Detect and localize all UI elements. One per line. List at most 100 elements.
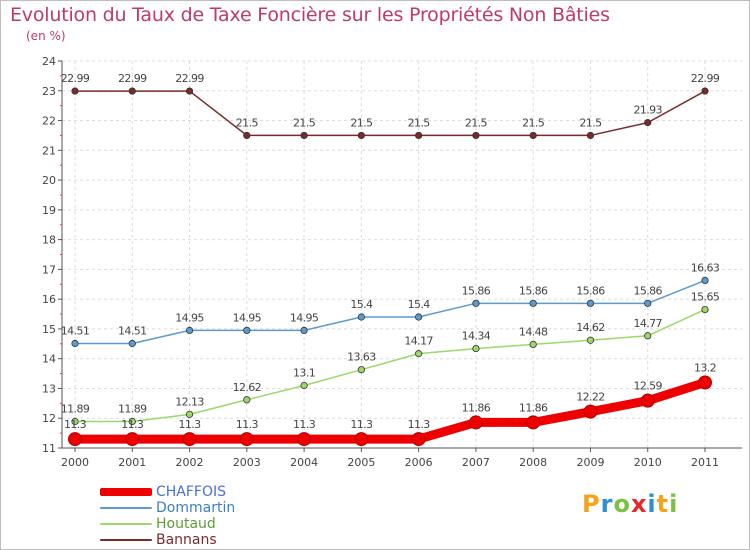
- data-point: [357, 366, 365, 374]
- data-point: [354, 432, 369, 447]
- data-label: 16.63: [691, 261, 720, 274]
- data-point: [415, 350, 423, 358]
- data-label: 11.86: [519, 401, 548, 414]
- data-label: 14.51: [61, 325, 90, 338]
- data-label: 13.63: [347, 351, 376, 364]
- data-point: [529, 299, 537, 307]
- data-label: 12.13: [175, 395, 204, 408]
- data-label: 11.3: [350, 418, 373, 431]
- data-point: [357, 131, 365, 140]
- y-tick-label: 12: [42, 412, 56, 425]
- data-label: 14.51: [118, 325, 147, 338]
- data-label: 11.3: [121, 418, 144, 431]
- data-point: [128, 417, 136, 426]
- data-label: 14.48: [519, 325, 548, 338]
- data-point: [125, 432, 140, 447]
- data-label: 13.2: [694, 362, 716, 375]
- logo-letter: i: [647, 490, 657, 518]
- chart-legend: CHAFFOIS Dommartin Houtaud Bannans: [100, 484, 235, 548]
- x-tick-label: 2006: [405, 456, 433, 469]
- data-point: [243, 326, 251, 335]
- data-label: 21.5: [408, 116, 431, 129]
- data-point: [586, 336, 595, 344]
- data-label: 21.5: [579, 116, 602, 129]
- data-point: [128, 87, 136, 95]
- data-label: 15.86: [633, 284, 662, 297]
- data-point: [411, 432, 426, 447]
- legend-swatch: [100, 507, 152, 509]
- x-tick-label: 2007: [462, 456, 490, 469]
- data-label: 11.3: [64, 418, 87, 431]
- legend-item-chaffois: CHAFFOIS: [100, 484, 235, 500]
- series-line: [70, 378, 710, 444]
- data-point: [529, 131, 537, 140]
- data-point: [640, 393, 655, 408]
- data-label: 14.77: [633, 317, 662, 330]
- data-label: 22.99: [691, 72, 720, 85]
- proxiti-logo: Proxiti: [582, 490, 678, 518]
- data-label: 22.99: [175, 72, 204, 85]
- series-dommartin: 14.51 14.51 14.95 14.95 14.95 15.4 15.4 15.86 15…: [61, 261, 720, 348]
- data-label: 15.86: [462, 284, 491, 297]
- chart-title: Evolution du Taux de Taxe Foncière sur l…: [10, 4, 610, 26]
- data-point: [644, 332, 652, 340]
- logo-letter: r: [600, 490, 614, 518]
- data-label: 15.4: [408, 298, 431, 311]
- legend-label: Houtaud: [156, 516, 216, 532]
- data-label: 21.5: [350, 116, 373, 129]
- data-point: [586, 131, 595, 140]
- data-point: [297, 432, 312, 447]
- series-houtaud: 11.89 11.89 12.13 12.62 13.1 13.63 14.17 14.34 1…: [61, 291, 720, 426]
- data-point: [698, 375, 712, 390]
- data-point: [472, 299, 480, 307]
- data-point: [472, 131, 480, 140]
- logo-letter: t: [656, 490, 670, 518]
- x-tick-label: 2000: [61, 456, 89, 469]
- data-point: [243, 396, 251, 404]
- data-point: [357, 313, 365, 321]
- logo-letter: o: [613, 490, 631, 518]
- data-label: 21.5: [293, 116, 316, 129]
- data-point: [529, 340, 537, 349]
- series-line: [74, 279, 706, 345]
- data-point: [472, 344, 480, 353]
- data-label: 14.95: [233, 311, 262, 324]
- data-point: [300, 381, 308, 390]
- x-tick-label: 2002: [176, 456, 204, 469]
- legend-swatch: [100, 523, 152, 525]
- data-label: 21.5: [465, 116, 488, 129]
- y-tick-label: 15: [42, 323, 56, 336]
- y-tick-label: 23: [42, 85, 56, 98]
- data-label: 11.89: [61, 403, 90, 416]
- data-point: [185, 87, 194, 95]
- data-label: 12.59: [633, 380, 662, 393]
- data-label: 15.86: [519, 284, 548, 297]
- data-point: [701, 276, 709, 284]
- legend-item-bannans: Bannans: [100, 532, 235, 548]
- data-point: [71, 339, 79, 348]
- y-tick-label: 13: [42, 382, 56, 395]
- x-tick-label: 2004: [290, 456, 318, 469]
- data-label: 15.86: [576, 284, 605, 297]
- x-tick-label: 2011: [691, 456, 719, 469]
- series-bannans: 22.99 22.99 22.99 21.5 21.5 21.5 21.5 21.5 21.5 2…: [61, 72, 720, 140]
- data-label: 22.99: [61, 72, 90, 85]
- y-tick-label: 20: [42, 174, 56, 187]
- data-point: [71, 417, 79, 426]
- data-point: [300, 131, 308, 140]
- series-chaffois: 11.3 11.3 11.3 11.3 11.3 11.3 11.3 11.86 11.86 12…: [64, 362, 717, 447]
- y-tick-label: 19: [42, 204, 56, 217]
- legend-label: Dommartin: [156, 500, 236, 516]
- data-label: 11.3: [236, 418, 259, 431]
- data-label: 14.17: [404, 335, 433, 348]
- data-label: 11.3: [408, 418, 431, 431]
- data-point: [300, 326, 308, 335]
- data-label: 11.3: [293, 418, 316, 431]
- logo-letter: P: [582, 490, 601, 518]
- data-point: [243, 131, 251, 140]
- data-point: [71, 87, 79, 95]
- data-point: [526, 415, 541, 430]
- legend-swatch: [100, 539, 152, 541]
- data-label: 14.62: [576, 321, 605, 334]
- series-line: [74, 308, 706, 423]
